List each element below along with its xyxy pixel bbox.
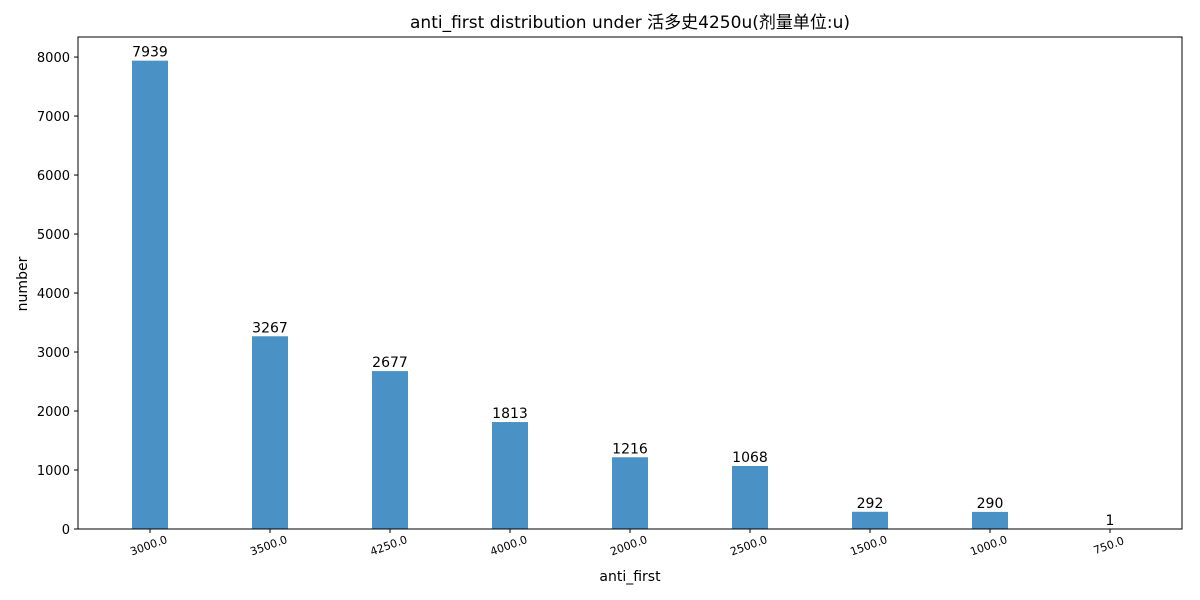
y-tick-label-7000: 7000 <box>37 110 70 125</box>
bar-4250.0 <box>372 371 408 529</box>
y-tick-label-0: 0 <box>62 523 70 538</box>
x-tick-label-2000.0: 2000.0 <box>608 533 649 558</box>
y-tick-label-6000: 6000 <box>37 169 70 184</box>
y-tick-label-2000: 2000 <box>37 405 70 420</box>
x-tick-label-4000.0: 4000.0 <box>488 533 529 558</box>
data-label-1000.0: 290 <box>977 496 1004 512</box>
data-label-2500.0: 1068 <box>732 450 768 466</box>
y-tick-label-5000: 5000 <box>37 228 70 243</box>
x-tick-label-1500.0: 1500.0 <box>848 533 889 558</box>
data-label-4000.0: 1813 <box>492 406 528 422</box>
chart-title: anti_first distribution under 活多史4250u(剂… <box>410 13 850 33</box>
bar-3000.0 <box>132 60 168 529</box>
data-label-2000.0: 1216 <box>612 441 648 457</box>
x-tick-label-2500.0: 2500.0 <box>728 533 769 558</box>
bar-3500.0 <box>252 336 288 529</box>
data-label-750.0: 1 <box>1106 513 1115 529</box>
bar-1000.0 <box>972 511 1008 529</box>
bar-2000.0 <box>612 457 648 529</box>
x-tick-label-3000.0: 3000.0 <box>128 533 169 558</box>
plot-area: 7939 3267 2677 1813 1216 1068 292 290 1 0 1000 2000… <box>37 36 1183 558</box>
x-tick-label-1000.0: 1000.0 <box>968 533 1009 558</box>
y-tick-label-8000: 8000 <box>37 51 70 66</box>
x-tick-label-4250.0: 4250.0 <box>368 533 409 558</box>
data-label-3000.0: 7939 <box>132 45 168 61</box>
bar-2500.0 <box>732 465 768 529</box>
x-tick-label-3500.0: 3500.0 <box>248 533 289 558</box>
bar-1500.0 <box>852 511 888 529</box>
x-tick-label-750.0: 750.0 <box>1092 534 1126 557</box>
y-tick-label-3000: 3000 <box>37 346 70 361</box>
y-tick-label-1000: 1000 <box>37 464 70 479</box>
data-label-4250.0: 2677 <box>372 355 408 371</box>
x-axis-label: anti_first <box>599 569 661 585</box>
bar-4000.0 <box>492 422 528 529</box>
data-label-1500.0: 292 <box>857 496 884 512</box>
y-tick-label-4000: 4000 <box>37 287 70 302</box>
y-axis-label: number <box>15 256 31 311</box>
data-label-3500.0: 3267 <box>252 320 288 336</box>
